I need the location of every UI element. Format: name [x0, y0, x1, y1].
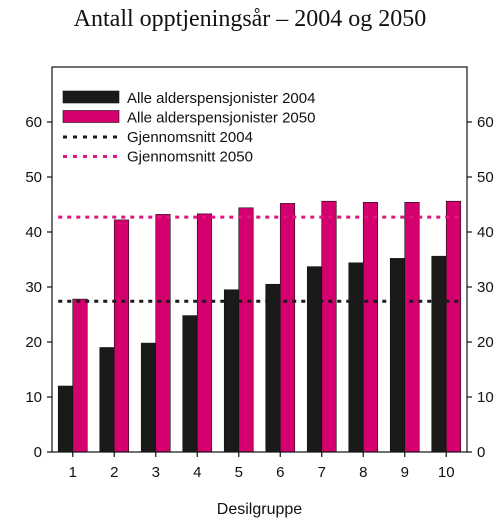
bar-2004-4: [182, 315, 198, 453]
bar-2004-10: [431, 255, 447, 453]
y-tick-label-right: 30: [477, 279, 494, 296]
y-tick-label-left: 10: [25, 389, 42, 406]
y-tick-label-right: 60: [477, 114, 494, 131]
average-lines-layer: [58, 215, 461, 303]
y-tick-label-left: 30: [25, 279, 42, 296]
y-tick-label-right: 20: [477, 334, 494, 351]
y-tick-label-right: 10: [477, 389, 494, 406]
y-tick-label-left: 40: [25, 224, 42, 241]
x-tick-label-3: 3: [152, 464, 160, 481]
y-tick-label-right: 40: [477, 224, 494, 241]
bar-2004-6: [265, 283, 281, 453]
x-tick-label-5: 5: [235, 464, 243, 481]
x-tick-label-10: 10: [438, 464, 455, 481]
x-tick-label-1: 1: [69, 464, 77, 481]
legend-label-series-2050: Alle alderspensjonister 2050: [127, 110, 315, 127]
legend-label-series-2004: Alle alderspensjonister 2004: [127, 90, 315, 107]
bar-2050-2: [113, 219, 130, 453]
bar-2050-4: [196, 213, 213, 453]
legend: Alle alderspensjonister 2004 Alle aldersp…: [62, 90, 315, 166]
bar-2004-9: [389, 258, 406, 453]
y-tick-label-right: 0: [477, 444, 485, 461]
bar-2050-7: [321, 200, 337, 453]
y-tick-label-left: 50: [25, 169, 42, 186]
bars-layer: [57, 200, 462, 453]
legend-swatch-series-2004: [62, 90, 120, 104]
y-tick-label-left: 60: [25, 114, 42, 131]
chart-title: Antall opptjeningsår – 2004 og 2050: [73, 6, 427, 32]
legend-swatch-series-2050: [62, 110, 120, 123]
bar-2004-8: [348, 262, 364, 453]
bar-2050-5: [238, 207, 254, 453]
bar-2050-8: [362, 202, 379, 453]
ticks-layer: 0 0 10 10 20 20 30 30 40 40 50 50 60 60 1 2 3 4 5 6 7 8 9 10: [25, 114, 493, 481]
bar-2004-5: [223, 289, 240, 453]
x-tick-label-4: 4: [193, 464, 201, 481]
x-axis-label: Desilgruppe: [217, 501, 302, 518]
x-tick-label-8: 8: [359, 464, 367, 481]
bar-2004-3: [140, 342, 157, 453]
x-tick-label-6: 6: [276, 464, 284, 481]
bar-2004-1: [57, 385, 74, 453]
bar-2050-1: [72, 298, 88, 453]
y-tick-label-right: 50: [477, 169, 494, 186]
plot-frame: [51, 66, 468, 453]
legend-label-average-2050: Gjennomsnitt 2050: [127, 149, 253, 166]
legend-label-average-2004: Gjennomsnitt 2004: [127, 129, 253, 146]
bar-2004-2: [99, 347, 115, 453]
x-tick-label-9: 9: [401, 464, 409, 481]
bar-2050-6: [279, 203, 296, 453]
bar-2050-3: [155, 214, 171, 453]
x-tick-label-2: 2: [110, 464, 118, 481]
bar-2004-7: [306, 266, 323, 453]
y-tick-label-left: 20: [25, 334, 42, 351]
bar-2050-10: [445, 200, 462, 453]
bar-2050-9: [404, 202, 420, 453]
x-tick-label-7: 7: [318, 464, 326, 481]
y-tick-label-left: 0: [34, 444, 42, 461]
